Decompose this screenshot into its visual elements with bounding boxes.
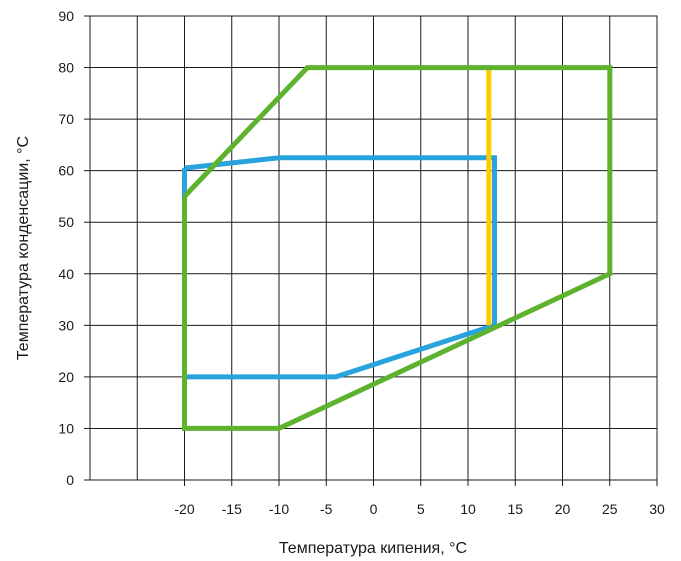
series-line-3 xyxy=(182,65,613,431)
x-tick-label: 30 xyxy=(649,501,665,517)
x-tick-label: -20 xyxy=(174,501,194,517)
grid xyxy=(90,16,657,480)
x-tick-label: 0 xyxy=(370,501,378,517)
y-tick-label: 10 xyxy=(58,420,74,436)
x-tick-label: 10 xyxy=(460,501,476,517)
x-tick-label: 20 xyxy=(555,501,571,517)
ticks: 0 10 20 30 40 50 60 70 80 90 -20 -15 -10 -5 0 5 10 15 20 25… xyxy=(58,8,665,517)
x-axis-title: Температура кипения, °C xyxy=(279,540,467,557)
y-tick-label: 70 xyxy=(58,111,74,127)
y-tick-label: 30 xyxy=(58,317,74,333)
y-tick-label: 90 xyxy=(58,8,74,24)
x-tick-label: -5 xyxy=(320,501,333,517)
series-line-1 xyxy=(182,155,497,380)
x-tick-label: 5 xyxy=(417,501,425,517)
y-tick-label: 20 xyxy=(58,369,74,385)
y-axis-title: Температура конденсации, °C xyxy=(15,136,32,360)
y-tick-label: 0 xyxy=(66,472,74,488)
x-tick-label: 25 xyxy=(602,501,618,517)
y-tick-label: 40 xyxy=(58,266,74,282)
y-tick-label: 80 xyxy=(58,60,74,76)
y-tick-label: 50 xyxy=(58,214,74,230)
x-tick-label: -15 xyxy=(222,501,242,517)
x-tick-label: -10 xyxy=(269,501,289,517)
series-layer xyxy=(182,65,613,431)
y-tick-label: 60 xyxy=(58,163,74,179)
x-tick-label: 15 xyxy=(507,501,523,517)
